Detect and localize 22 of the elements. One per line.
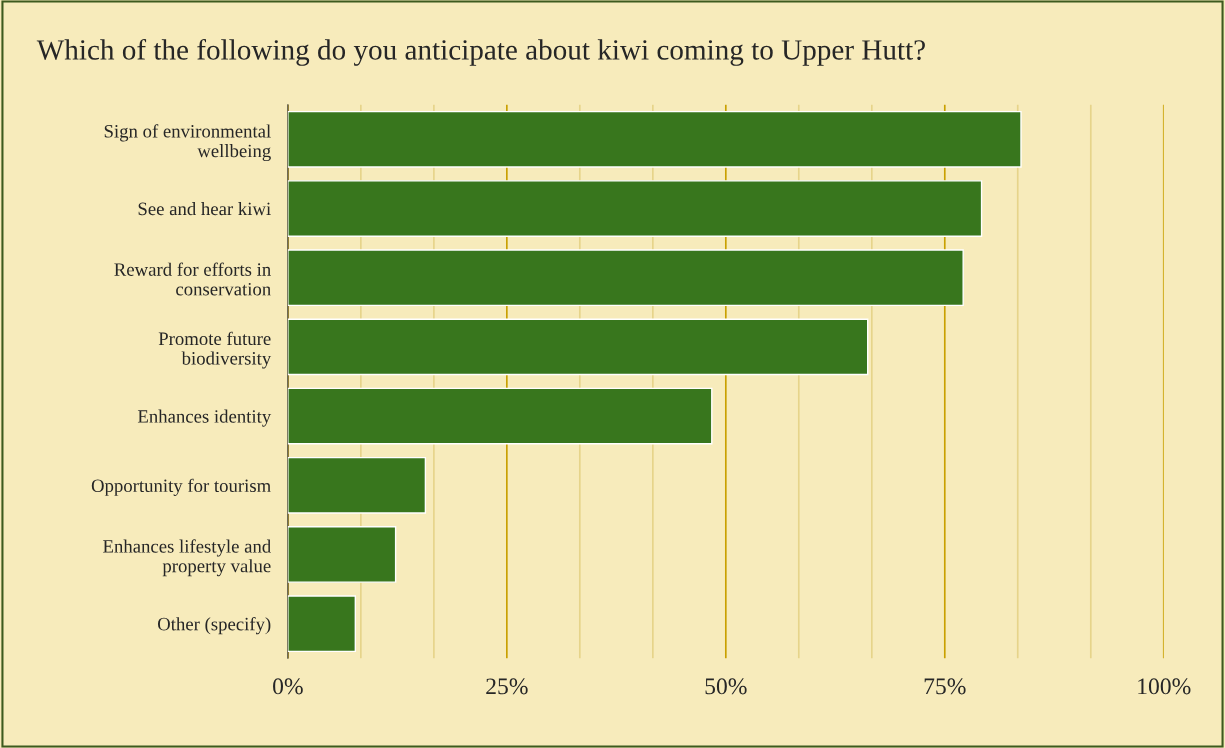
x-tick-label: 50% [705, 678, 747, 695]
bar [287, 110, 1022, 168]
x-tick-label: 25% [486, 678, 528, 695]
x-tick-label: 100% [1138, 678, 1191, 695]
y-tick-label: See and hear kiwi [138, 202, 271, 216]
bar [287, 456, 427, 514]
bar [287, 249, 964, 307]
bar [287, 318, 869, 376]
bar [287, 526, 397, 583]
bar [287, 387, 713, 445]
x-tick-label: 75% [924, 678, 966, 695]
bar [287, 180, 983, 237]
y-tick-label: Reward for efforts in conservation [114, 262, 271, 296]
bar [287, 595, 357, 653]
chart-title: Which of the following do you anticipate about kiwi coming to Upper Hutt? [36, 38, 925, 66]
y-tick-label: Enhances lifestyle and property value [103, 539, 271, 577]
y-tick-label: Enhances identity [137, 409, 272, 427]
y-tick-label: Other (specify) [157, 617, 271, 635]
y-tick-label: Opportunity for tourism [91, 478, 271, 496]
x-tick-label: 0% [273, 678, 303, 695]
y-tick-label: Promote future biodiversity [158, 331, 272, 369]
y-tick-label: Sign of environmental wellbeing [104, 124, 271, 162]
